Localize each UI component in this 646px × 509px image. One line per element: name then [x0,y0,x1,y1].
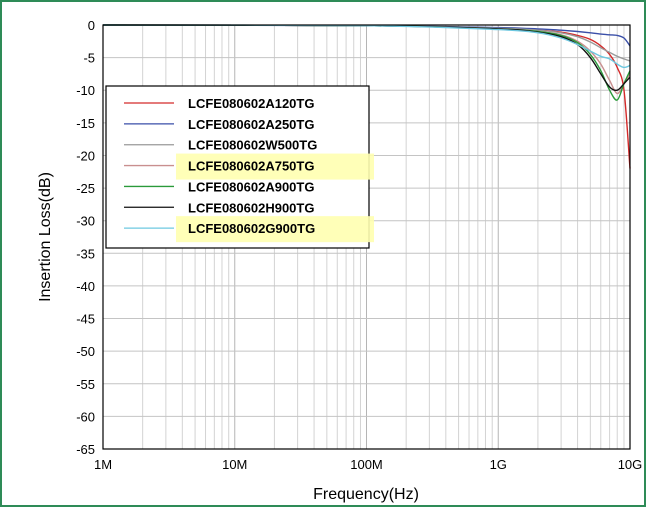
series-layer [102,24,631,169]
y-tick-label: -5 [83,51,95,66]
y-tick-label: -55 [76,377,95,392]
y-tick-label: -15 [76,116,95,131]
x-tick-label: 1G [490,457,507,472]
x-tick-labels: 1M 10M 100M 1G 10G [94,457,642,472]
legend-label: LCFE080602A750TG [188,159,314,174]
y-tick-label: 0 [88,18,95,33]
y-tick-labels: 0 -5 -10 -15 -20 -25 -30 -35 -40 -45 -50 -55 -60 -65 [76,18,95,457]
plot-border [102,24,631,450]
x-tick-label: 10G [618,457,643,472]
x-tick-label: 1M [94,457,112,472]
legend-highlight [176,216,374,243]
y-tick-label: -35 [76,246,95,261]
y-tick-label: -10 [76,83,95,98]
legend-label: LCFE080602A120TG [188,96,314,111]
legend-label: LCFE080602G900TG [188,221,315,236]
legend-label: LCFE080602A900TG [188,179,314,194]
legend-highlight [176,153,374,180]
series-line [102,24,631,69]
y-tick-label: -60 [76,409,95,424]
y-tick-label: -40 [76,279,95,294]
y-axis-label: Insertion Loss(dB) [37,172,54,302]
legend-label: LCFE080602A250TG [188,117,314,132]
x-tick-label: 10M [222,457,247,472]
y-tick-label: -50 [76,344,95,359]
x-axis-label: Frequency(Hz) [313,486,419,503]
y-tick-label: -25 [76,181,95,196]
y-tick-label: -20 [76,148,95,163]
legend: LCFE080602A120TG LCFE080602A250TG LCFE0806… [105,85,374,249]
legend-label: LCFE080602W500TG [188,138,317,153]
x-tick-label: 100M [350,457,383,472]
y-tick-label: -45 [76,312,95,327]
y-tick-label: -65 [76,442,95,457]
y-tick-label: -30 [76,214,95,229]
legend-label: LCFE080602H900TG [188,200,314,215]
